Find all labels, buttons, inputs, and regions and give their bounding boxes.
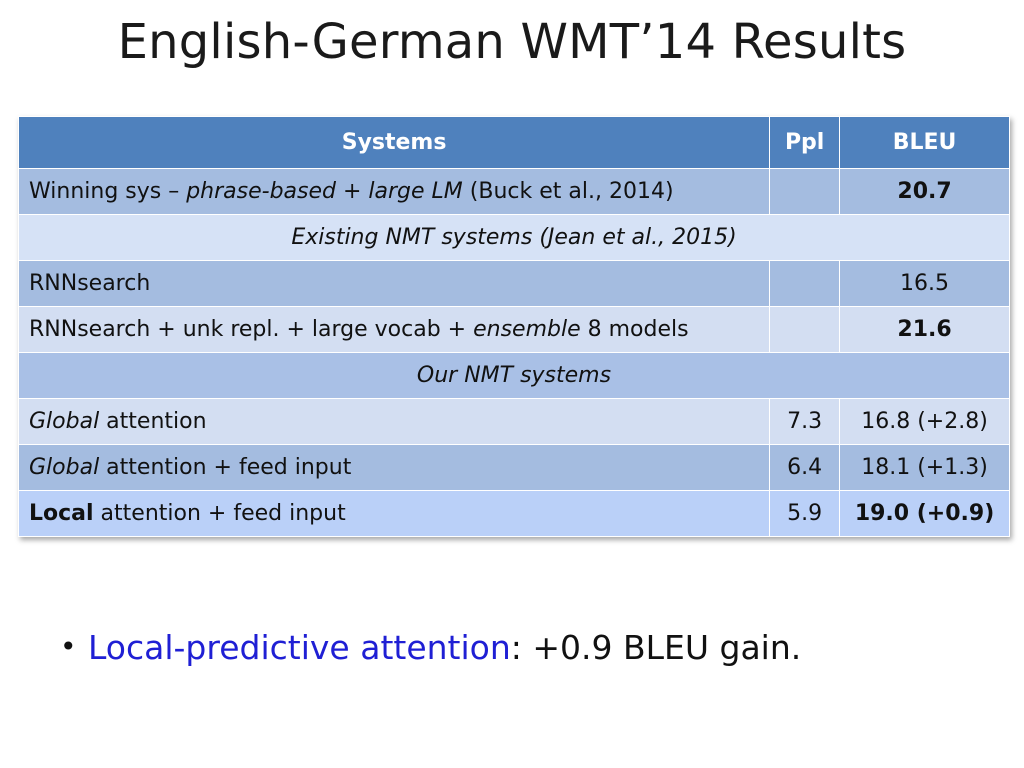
section-label: Our NMT systems: [18, 352, 1010, 399]
system-text-bold: Local: [29, 501, 94, 526]
ppl-cell: [769, 260, 841, 307]
system-cell: Local attention + feed input: [17, 490, 771, 537]
table-header-row: Systems Ppl BLEU: [17, 116, 1010, 169]
header-systems: Systems: [17, 116, 771, 169]
bleu-cell: 16.5: [839, 260, 1010, 307]
bullet-dot-icon: •: [60, 630, 77, 663]
results-table: Systems Ppl BLEU Winning sys – phrase-ba…: [17, 116, 1010, 537]
system-text-suffix: 8 models: [580, 317, 689, 342]
system-text: RNNsearch + unk repl. + large vocab +: [29, 317, 474, 342]
system-cell: Global attention + feed input: [17, 444, 771, 491]
ppl-cell: 7.3: [769, 398, 841, 445]
bleu-cell: 16.8 (+2.8): [839, 398, 1010, 445]
bleu-cell: 19.0 (+0.9): [839, 490, 1010, 537]
table-row: RNNsearch 16.5: [17, 260, 1010, 307]
bleu-cell: 18.1 (+1.3): [839, 444, 1010, 491]
ppl-cell: 5.9: [769, 490, 841, 537]
system-text-italic: phrase-based + large LM: [186, 179, 463, 204]
bleu-cell: 21.6: [839, 306, 1010, 353]
system-text-suffix: attention + feed input: [93, 501, 346, 526]
bleu-cell: 20.7: [839, 168, 1010, 215]
section-label: Existing NMT systems (Jean et al., 2015): [18, 214, 1010, 261]
table-row: Local attention + feed input 5.9 19.0 (+…: [17, 490, 1010, 537]
system-text-italic: Global: [29, 455, 100, 480]
ppl-cell: 6.4: [769, 444, 841, 491]
bullet-text: : +0.9 BLEU gain.: [510, 628, 802, 667]
bullet-point: • Local-predictive attention: +0.9 BLEU g…: [60, 628, 801, 667]
system-cell: RNNsearch + unk repl. + large vocab + en…: [17, 306, 771, 353]
header-ppl: Ppl: [769, 116, 841, 169]
table-row: Global attention 7.3 16.8 (+2.8): [17, 398, 1010, 445]
system-cell: Winning sys – phrase-based + large LM (B…: [17, 168, 771, 215]
table-row: Winning sys – phrase-based + large LM (B…: [17, 168, 1010, 215]
ppl-cell: [769, 306, 841, 353]
slide-title: English-German WMT’14 Results: [117, 14, 907, 70]
system-text-italic: ensemble: [473, 317, 581, 342]
section-row: Our NMT systems: [18, 352, 1010, 399]
ppl-cell: [769, 168, 841, 215]
header-bleu: BLEU: [839, 116, 1010, 169]
section-row: Existing NMT systems (Jean et al., 2015): [18, 214, 1010, 261]
bullet-highlight: Local-predictive attention: [88, 628, 511, 667]
system-cell: Global attention: [17, 398, 771, 445]
table-row: Global attention + feed input 6.4 18.1 (…: [17, 444, 1010, 491]
system-text-suffix: (Buck et al., 2014): [462, 179, 674, 204]
system-text-italic: Global: [29, 409, 100, 434]
system-text: Winning sys –: [29, 179, 187, 204]
system-cell: RNNsearch: [17, 260, 771, 307]
system-text-suffix: attention: [99, 409, 207, 434]
system-text-suffix: attention + feed input: [99, 455, 352, 480]
table-row: RNNsearch + unk repl. + large vocab + en…: [17, 306, 1010, 353]
